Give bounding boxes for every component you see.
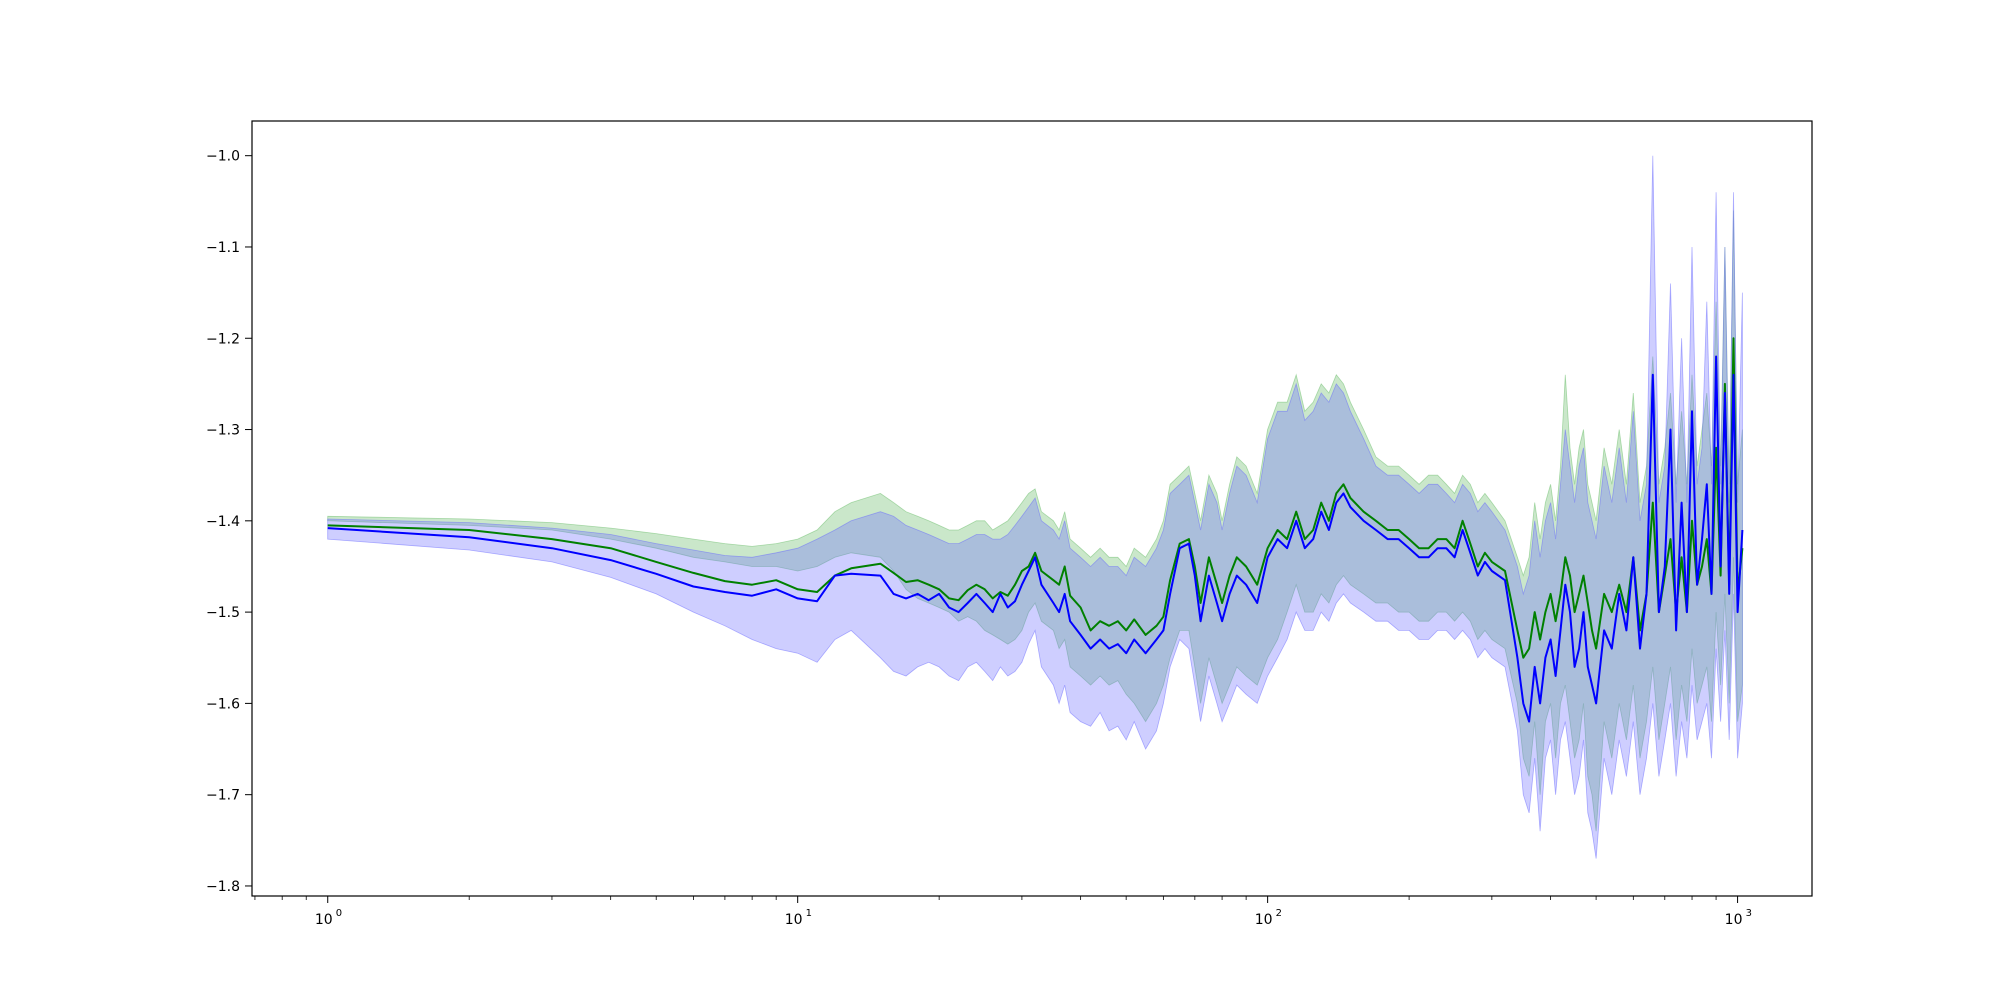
x-tick-exponent: 0 bbox=[336, 908, 342, 919]
y-tick-label: −1.3 bbox=[206, 423, 240, 439]
series-2-line bbox=[327, 355, 1744, 723]
x-tick-label: 10 bbox=[1725, 912, 1743, 928]
x-tick-exponent: 1 bbox=[806, 908, 812, 919]
confidence-bands bbox=[327, 155, 1743, 859]
y-axis: −1.0 −1.1 −1.2 −1.3 −1.4 −1.5 −1.6 −1.7 −1.8 bbox=[206, 149, 252, 895]
y-tick-label: −1.4 bbox=[206, 514, 240, 530]
x-tick-label: 10 bbox=[785, 912, 803, 928]
y-tick-label: −1.1 bbox=[206, 240, 240, 256]
series-lines bbox=[327, 337, 1744, 723]
y-tick-label: −1.7 bbox=[206, 788, 240, 804]
plot-area-frame bbox=[251, 120, 1813, 897]
x-axis: 10 0 10 1 10 2 10 3 bbox=[254, 896, 1752, 928]
y-tick-label: −1.6 bbox=[206, 696, 240, 712]
y-tick-label: −1.5 bbox=[206, 605, 240, 621]
series-2-band bbox=[327, 155, 1743, 859]
x-tick-label: 10 bbox=[1255, 912, 1273, 928]
y-tick-label: −1.8 bbox=[206, 879, 240, 895]
y-tick-label: −1.2 bbox=[206, 331, 240, 347]
x-tick-exponent: 3 bbox=[1746, 908, 1752, 919]
x-tick-exponent: 2 bbox=[1276, 908, 1282, 919]
y-tick-label: −1.0 bbox=[206, 149, 240, 165]
x-tick-label: 10 bbox=[315, 912, 333, 928]
